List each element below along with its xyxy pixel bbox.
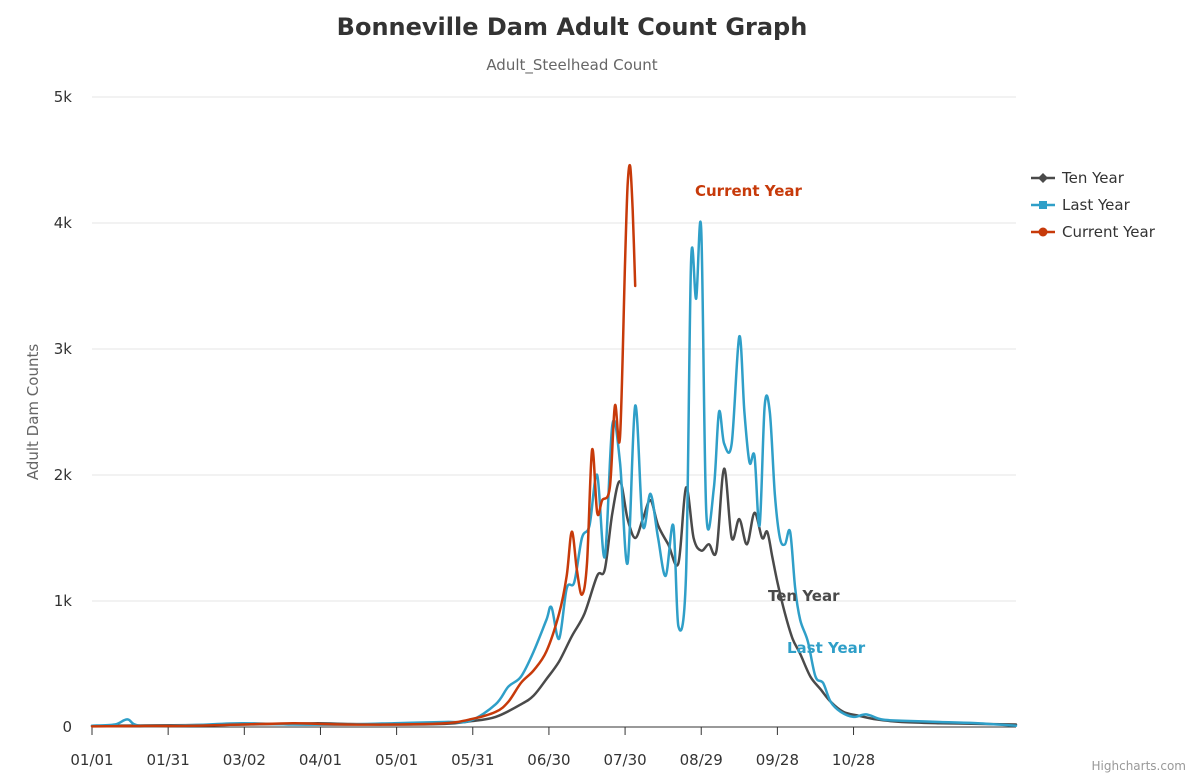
x-tick-label: 01/01 — [70, 751, 113, 769]
diamond-marker-icon — [1038, 173, 1048, 183]
square-marker-icon — [1039, 201, 1047, 209]
legend: Ten Year Last Year Current Year — [1031, 169, 1156, 241]
series-line-current-year[interactable] — [90, 164, 637, 728]
circle-marker-icon — [1038, 227, 1048, 237]
legend-label[interactable]: Ten Year — [1061, 169, 1125, 187]
x-axis-ticks: 01/01 01/31 03/02 04/01 05/01 05/31 06/30 07/30… — [70, 727, 875, 769]
x-tick-label: 09/28 — [756, 751, 799, 769]
y-axis-ticks: 0 1k 2k 3k 4k 5k — [54, 88, 73, 736]
series-label-last-year: Last Year — [787, 639, 866, 657]
legend-label[interactable]: Current Year — [1062, 223, 1156, 241]
y-tick-label: 4k — [54, 214, 73, 232]
legend-item-last-year[interactable]: Last Year — [1031, 196, 1131, 214]
series-labels: Current Year Ten Year Last Year — [695, 182, 866, 657]
legend-item-current-year[interactable]: Current Year — [1031, 223, 1156, 241]
x-tick-label: 07/30 — [603, 751, 646, 769]
y-tick-label: 1k — [54, 592, 73, 610]
y-tick-label: 2k — [54, 466, 73, 484]
x-tick-label: 05/01 — [375, 751, 418, 769]
series-label-ten-year: Ten Year — [768, 587, 840, 605]
y-tick-label: 0 — [62, 718, 72, 736]
series-lines — [90, 164, 1018, 728]
credits-link[interactable]: Highcharts.com — [1092, 759, 1186, 773]
series-line-last-year[interactable] — [90, 220, 1018, 728]
series-label-current-year: Current Year — [695, 182, 803, 200]
grid-lines — [92, 96, 1016, 602]
x-tick-label: 03/02 — [223, 751, 266, 769]
x-tick-label: 05/31 — [451, 751, 494, 769]
chart-subtitle: Adult_Steelhead Count — [486, 56, 657, 75]
legend-label[interactable]: Last Year — [1062, 196, 1131, 214]
legend-item-ten-year[interactable]: Ten Year — [1031, 169, 1125, 187]
x-tick-label: 10/28 — [832, 751, 875, 769]
y-tick-label: 5k — [54, 88, 73, 106]
series-line-ten-year[interactable] — [90, 467, 1018, 727]
y-tick-label: 3k — [54, 340, 73, 358]
x-tick-label: 06/30 — [527, 751, 570, 769]
chart-title: Bonneville Dam Adult Count Graph — [337, 13, 808, 41]
y-axis-title: Adult Dam Counts — [24, 344, 42, 481]
x-tick-label: 04/01 — [299, 751, 342, 769]
x-tick-label: 01/31 — [147, 751, 190, 769]
x-tick-label: 08/29 — [680, 751, 723, 769]
